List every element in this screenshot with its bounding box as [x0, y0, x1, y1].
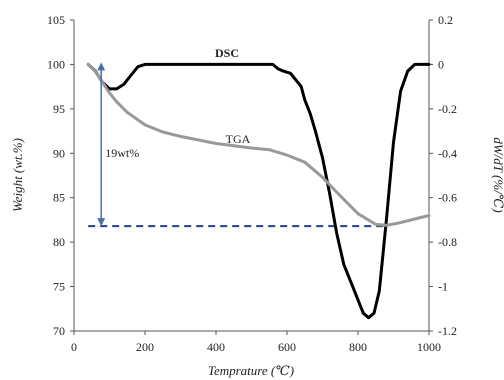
axes	[73, 20, 430, 332]
y-right-tick-label: -1.2	[438, 324, 457, 338]
x-tick-label: 1000	[417, 340, 441, 354]
y-right-tick-label: -1	[438, 280, 448, 294]
x-tick-label: 600	[278, 340, 296, 354]
x-tick-label: 800	[349, 340, 367, 354]
x-tick-label: 0	[71, 340, 77, 354]
y-left-tick-label: 85	[53, 191, 65, 205]
y-right-tick-label: 0	[438, 57, 444, 71]
y-left-axis-title: Weight (wt.%)	[10, 138, 25, 212]
y-right-axis-title: dW/dT (%/℃)	[491, 137, 504, 212]
weight-loss-label: 19wt%	[105, 146, 139, 160]
series-label-tga: TGA	[226, 132, 251, 146]
series-group	[86, 62, 431, 320]
y-left-tick-label: 100	[47, 57, 65, 71]
series-label-dsc: DSC	[215, 46, 239, 60]
tick-group: 0 200 400 600 800 1000 70 75 80 85 90 95 100 105 -1.2 -…	[47, 13, 457, 354]
x-axis-title: Temprature (℃)	[208, 363, 294, 378]
x-tick-label: 400	[207, 340, 225, 354]
y-right-tick-label: -0.4	[438, 146, 457, 160]
annotation-group: DSC TGA 19wt%	[97, 46, 251, 227]
series-line-tga	[86, 62, 431, 227]
y-left-tick-label: 105	[47, 13, 65, 27]
y-right-tick-label: 0.2	[438, 13, 453, 27]
plot-area	[74, 20, 429, 331]
y-left-tick-label: 90	[53, 146, 65, 160]
y-left-tick-label: 70	[53, 324, 65, 338]
y-right-tick-label: -0.2	[438, 102, 457, 116]
y-left-tick-label: 80	[53, 235, 65, 249]
y-left-tick-label: 75	[53, 280, 65, 294]
x-tick-label: 200	[136, 340, 154, 354]
y-left-tick-label: 95	[53, 102, 65, 116]
y-right-tick-label: -0.6	[438, 191, 457, 205]
series-line-dsc	[86, 62, 431, 320]
y-right-tick-label: -0.8	[438, 235, 457, 249]
